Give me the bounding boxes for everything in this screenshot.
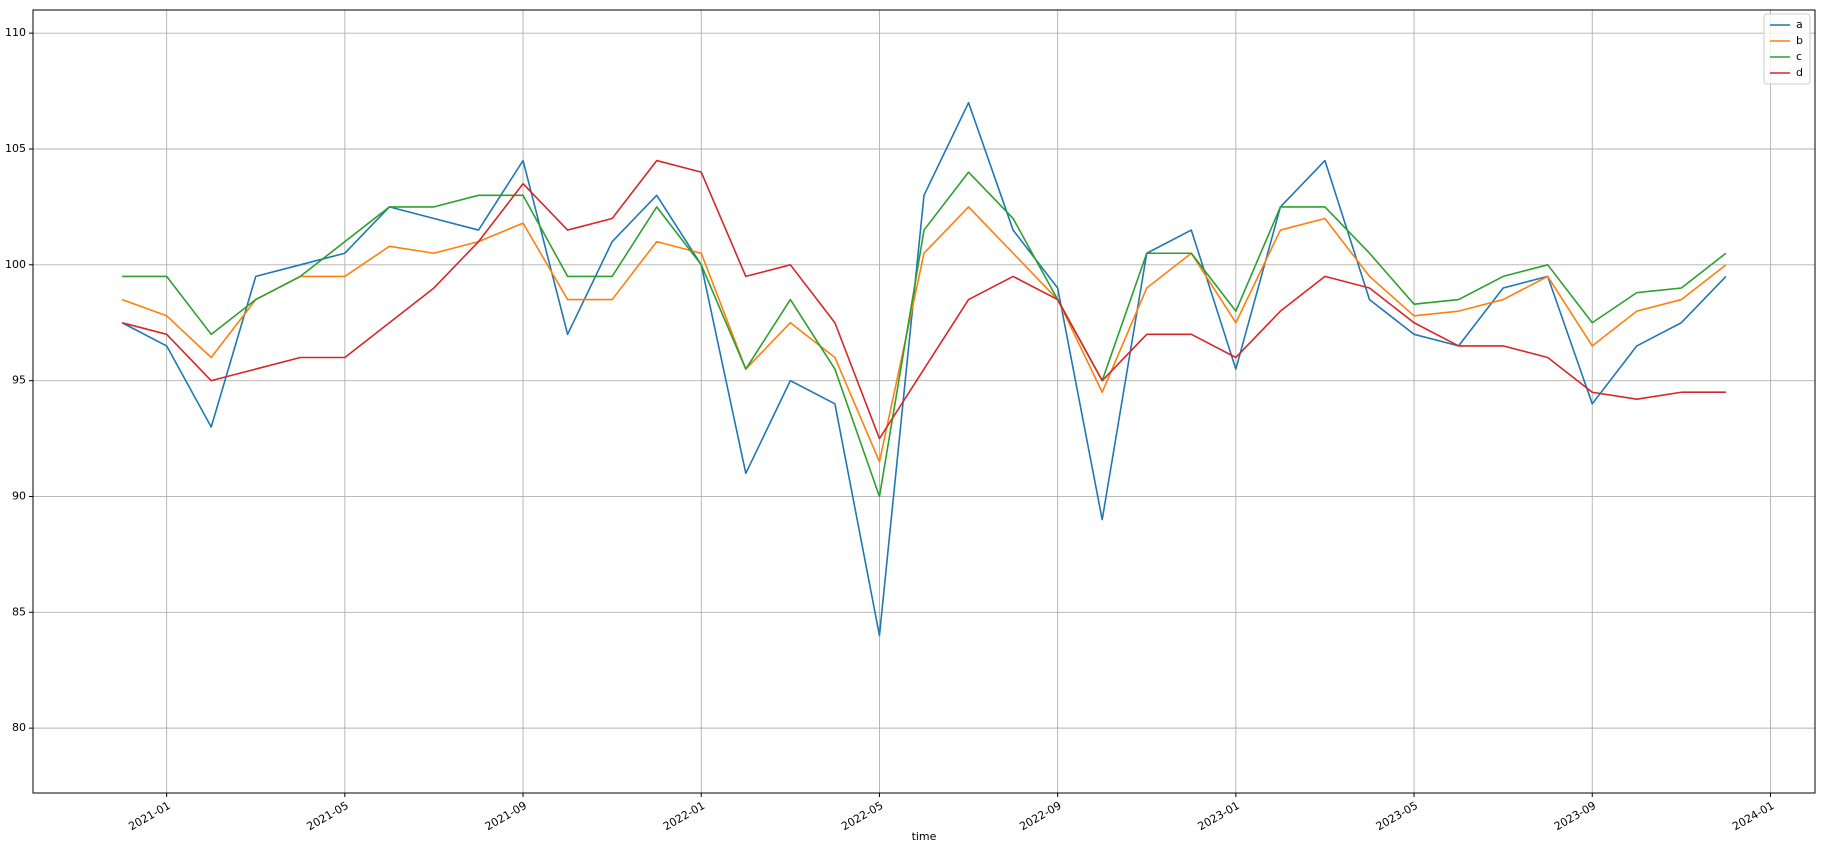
legend-label: a xyxy=(1796,18,1803,31)
y-tick-label: 80 xyxy=(12,721,26,734)
legend-label: c xyxy=(1796,50,1802,63)
y-tick-label: 95 xyxy=(12,374,26,387)
y-tick-label: 90 xyxy=(12,489,26,502)
series-line xyxy=(122,171,1727,498)
legend-label: d xyxy=(1796,66,1803,79)
y-tick-label: 85 xyxy=(12,605,26,618)
y-tick-label: 105 xyxy=(5,142,26,155)
y-tick-label: 100 xyxy=(5,258,26,271)
legend-box xyxy=(1763,13,1811,85)
y-tick-label: 110 xyxy=(5,26,26,39)
legend-label: b xyxy=(1796,34,1803,47)
x-axis-label: time xyxy=(912,830,937,843)
series-line xyxy=(121,206,1727,463)
series-line xyxy=(121,159,1726,440)
plot-frame xyxy=(32,9,1816,794)
